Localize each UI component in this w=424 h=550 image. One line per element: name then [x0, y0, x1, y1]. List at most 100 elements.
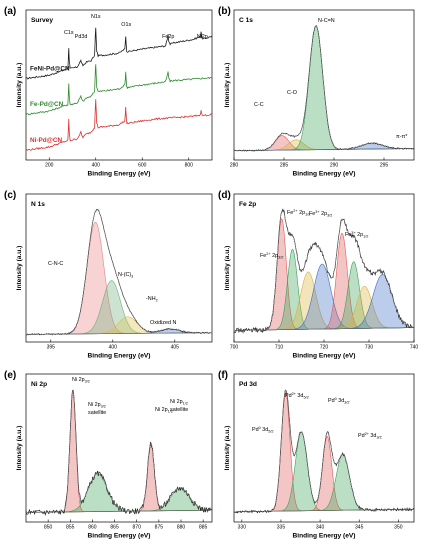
panel-label: (d) [218, 190, 231, 201]
peak-label: C-N-C [48, 261, 63, 267]
x-tick-label: 405 [171, 345, 180, 351]
peak-label: N-C=N [318, 18, 335, 24]
x-tick-label: 730 [365, 345, 374, 351]
x-tick-label: 700 [230, 345, 239, 351]
x-tick-label: 280 [230, 163, 239, 169]
x-tick-label: 880 [177, 525, 186, 531]
label-span: Ni 2p [155, 407, 168, 413]
label-span: N-(C) [118, 272, 131, 278]
x-tick-label: 740 [410, 345, 419, 351]
panel-f: 330 335 340 345 350 Binding Energy (eV) Intens… [218, 370, 415, 540]
label-span: 3d [337, 398, 345, 404]
x-tick-label: 285 [280, 163, 289, 169]
panel-d: 700 710 720 730 740 Binding Energy (eV) Intens… [218, 190, 418, 360]
label-span: 2+ [292, 392, 297, 396]
x-axis-label: Binding Energy (eV) [292, 171, 355, 178]
peak-annotation: Ni2p [197, 34, 208, 40]
label-span: 3/2 [278, 256, 283, 260]
label-span: 2+ [266, 252, 271, 256]
peak-annotation: Fe2p [162, 34, 174, 40]
panel-label: (a) [4, 6, 16, 17]
peak-label: Ni 2p3/2 [72, 377, 90, 384]
peak-label: π-π* [396, 134, 408, 140]
plot-frame [233, 373, 415, 523]
label-span: 3/2 [344, 401, 349, 405]
label-span: 5/2 [303, 396, 308, 400]
peak-label: Pd0 3d3/2 [328, 397, 350, 405]
peak-annotation: N1s [91, 14, 101, 20]
label-span: π-π* [396, 134, 408, 140]
x-tick-label: 710 [275, 345, 284, 351]
x-tick-label: 600 [138, 163, 147, 169]
y-axis-label: Intensity (a.u.) [224, 63, 231, 108]
fit-envelope [233, 209, 415, 331]
label-span: Ni 2p [88, 402, 101, 408]
x-tick-label: 200 [45, 163, 54, 169]
x-tick-label: 860 [88, 525, 97, 531]
label-span: 1/2 [363, 235, 368, 239]
label-span: 5/2 [268, 430, 273, 434]
label-span: C-C [254, 102, 264, 108]
label-span: 3/2 [327, 214, 332, 218]
y-axis-label: Intensity (a.u.) [16, 246, 23, 291]
peak-label: Fe2+ 2p1/2 [287, 209, 310, 217]
x-tick-label: 855 [66, 525, 75, 531]
label-span: 3/2 [85, 380, 90, 384]
legend-label: FeNi-Pd@CN [30, 65, 70, 72]
x-axis-label: Binding Energy (eV) [87, 171, 150, 178]
x-tick-label: 340 [316, 525, 325, 531]
label-span: 1/2 [168, 410, 173, 414]
series-line [25, 99, 213, 151]
plot-frame [233, 9, 415, 161]
panel-e: 850 855 860 865 870 875 880 885 Binding Energy (… [4, 370, 213, 540]
fit-envelope [25, 389, 213, 513]
panel-title: Survey [31, 17, 53, 24]
fit-envelope [233, 389, 415, 513]
y-axis-label: Intensity (a.u.) [224, 246, 231, 291]
x-tick-label: 875 [155, 525, 164, 531]
label-line2: satellite [170, 407, 188, 413]
panel-b: 280 285 290 295 Binding Energy (eV) Intensity… [218, 6, 415, 178]
peak-label: Ni 2p 1/2 satellite [170, 399, 188, 413]
y-axis-label: Intensity (a.u.) [16, 426, 23, 471]
label-span: 2 [156, 299, 158, 303]
peak-label: Ni 2p1/2 [155, 407, 173, 414]
peak-label: -NH2 [146, 296, 158, 303]
peak-label: Fe2+ 2p3/2 [260, 252, 283, 260]
label-span: Pd [358, 433, 365, 439]
peak-label: C-C [254, 102, 264, 108]
panel-label: (f) [218, 370, 228, 381]
x-axis-label: Binding Energy (eV) [87, 353, 150, 360]
label-span: 3 [131, 275, 133, 279]
peak-label: Pd2+ 3d5/2 [285, 392, 309, 400]
panel-title: C 1s [239, 17, 253, 24]
peak-annotation: Pd3d [75, 34, 88, 40]
peak-annotation: C1s [64, 30, 74, 36]
label-span: 3d [296, 393, 304, 399]
label-span: 3d [261, 427, 269, 433]
peak-label: Fe3+ 2p3/2 [309, 210, 332, 218]
raw-data-line [25, 390, 213, 516]
label-span: Ni 2p [170, 399, 183, 405]
label-span: Pd [328, 398, 335, 404]
peak-label: Fe3+ 2p1/2 [345, 231, 368, 239]
label-span: 3+ [351, 231, 356, 235]
x-tick-label: 330 [238, 525, 247, 531]
label-span: Fe [260, 253, 266, 259]
label-span: 2+ [293, 209, 298, 213]
peak-label: Pd2+ 3d3/2 [358, 432, 382, 440]
label-span: 3d [369, 433, 377, 439]
label-line2: satellite [88, 410, 106, 416]
label-span: 0 [259, 426, 261, 430]
series-line [25, 27, 213, 80]
label-span: Fe [287, 210, 293, 216]
label-span: 2p [271, 253, 279, 259]
label-span: 3/2 [376, 436, 381, 440]
label-span: C-N-C [48, 261, 63, 267]
label-span: 2+ [365, 432, 370, 436]
peak-label: Pd0 3d5/2 [252, 426, 274, 434]
panel-c: 395 400 405 Binding Energy (eV) Intensity (a… [4, 190, 213, 360]
x-tick-label: 335 [277, 525, 286, 531]
series-line [25, 64, 213, 116]
